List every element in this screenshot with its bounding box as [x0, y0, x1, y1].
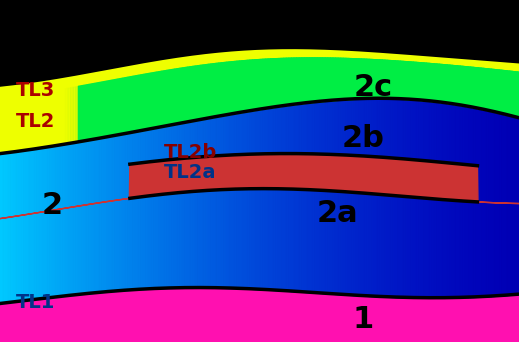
Text: TL2a: TL2a — [163, 163, 216, 182]
Text: 2c: 2c — [354, 73, 393, 102]
Text: TL3: TL3 — [16, 81, 55, 100]
Text: 1: 1 — [353, 305, 374, 334]
Text: 3: 3 — [353, 18, 374, 47]
Text: 2b: 2b — [342, 124, 385, 153]
Text: 2a: 2a — [317, 199, 358, 228]
Text: TL1: TL1 — [16, 293, 55, 312]
Text: TL2b: TL2b — [163, 143, 217, 162]
Text: 2: 2 — [42, 191, 62, 220]
Text: TL2: TL2 — [16, 112, 55, 131]
